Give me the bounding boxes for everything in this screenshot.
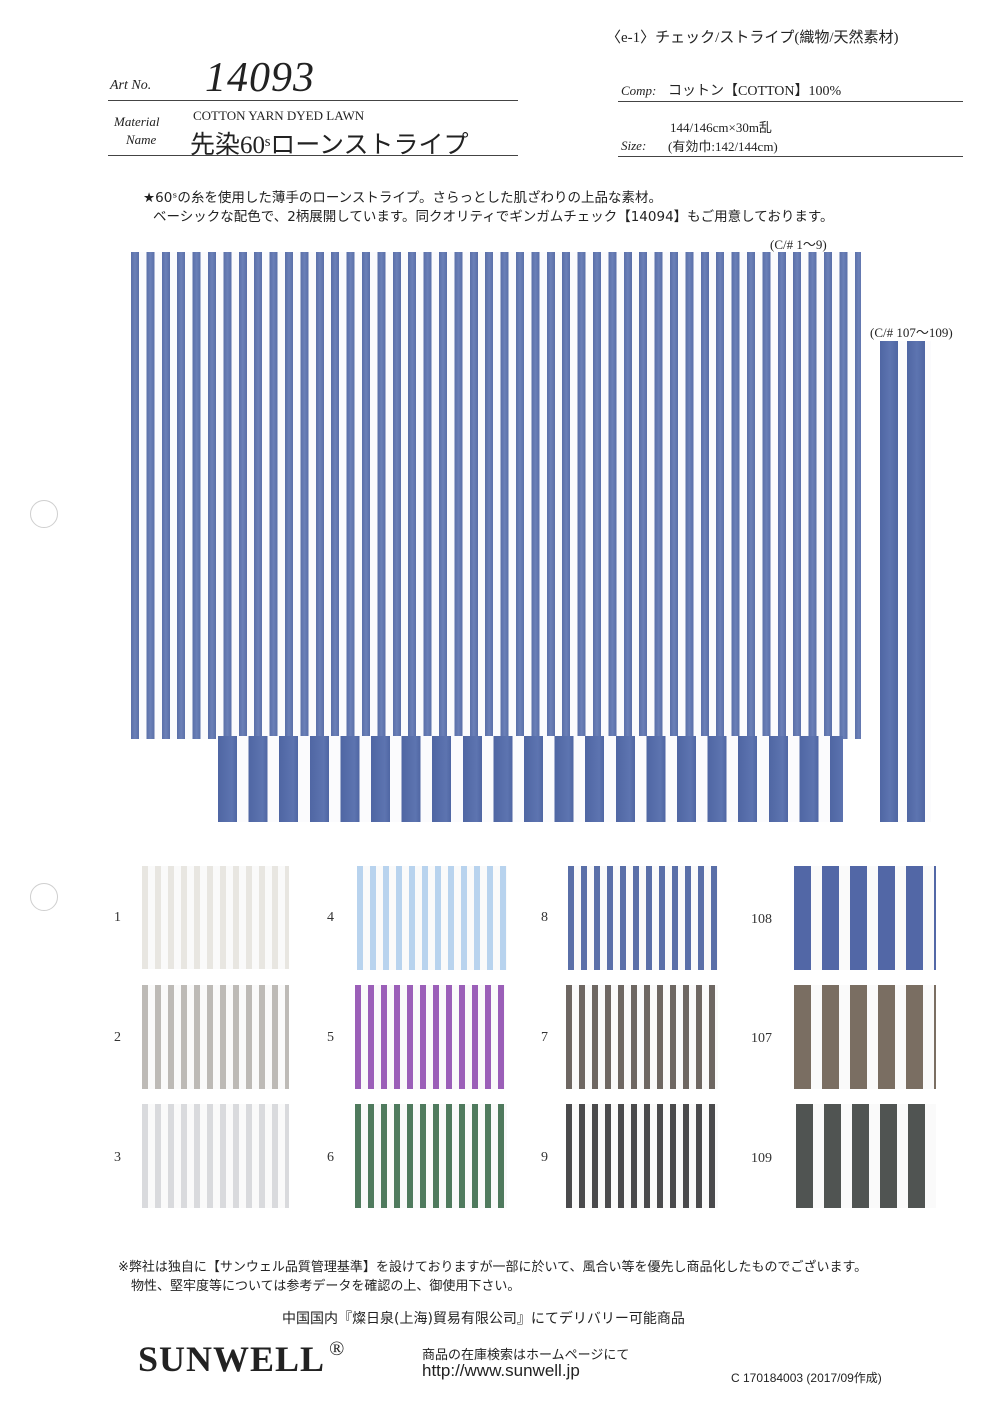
swatch-label: 6 xyxy=(327,1150,334,1165)
binder-hole-top xyxy=(30,500,58,528)
description-line2: ベーシックな配色で、2柄展開しています。同クオリティでギンガムチェック【1409… xyxy=(153,209,834,225)
main-fabric-swatch-edge xyxy=(218,736,843,822)
color-swatch-108 xyxy=(794,866,936,970)
doc-date: (2017/09作成) xyxy=(806,1371,882,1385)
doc-code: C 170184003 xyxy=(731,1371,804,1385)
color-swatch-3 xyxy=(142,1104,289,1208)
swatch-label: 108 xyxy=(751,912,772,927)
size-line1: 144/146cm×30m乱 xyxy=(670,120,772,135)
notice-line1: ※弊社は独自に【サンウェル品質管理基準】を設けておりますが一部に於いて、風合い等… xyxy=(118,1260,868,1275)
comp-rule xyxy=(618,101,963,102)
material-label-2: Name xyxy=(126,132,157,147)
main-group-label: (C/# 1〜9) xyxy=(770,237,827,252)
art-no-label: Art No. xyxy=(110,78,152,93)
notice-line2: 物性、堅牢度等については参考データを確認の上、御使用下さい。 xyxy=(131,1279,521,1294)
color-swatch-109 xyxy=(796,1104,936,1208)
swatch-label: 9 xyxy=(541,1150,548,1165)
brand-registered-mark: ® xyxy=(329,1338,346,1360)
binder-hole-bottom xyxy=(30,883,58,911)
main-fabric-swatch xyxy=(131,252,861,739)
comp-value: コットン【COTTON】100% xyxy=(668,84,842,99)
swatch-label: 5 xyxy=(327,1030,334,1045)
swatch-label: 7 xyxy=(541,1030,548,1045)
color-swatch-5 xyxy=(355,985,505,1089)
material-rule xyxy=(108,155,518,156)
color-swatch-4 xyxy=(357,866,507,970)
brand-logo: SUNWELL ® xyxy=(138,1338,345,1380)
art-no-value: 14093 xyxy=(205,55,315,101)
size-rule xyxy=(618,156,963,157)
swatch-label: 2 xyxy=(114,1030,121,1045)
size-label: Size: xyxy=(621,138,647,153)
color-swatch-8 xyxy=(568,866,718,970)
material-label-1: Material xyxy=(114,114,160,129)
material-name-en: COTTON YARN DYED LAWN xyxy=(193,108,365,123)
swatch-label: 107 xyxy=(751,1031,772,1046)
category-label: 〈e-1〉チェック/ストライプ(織物/天然素材) xyxy=(606,30,899,46)
swatch-label: 109 xyxy=(751,1151,772,1166)
swatch-label: 1 xyxy=(114,910,121,925)
color-swatch-2 xyxy=(142,985,289,1089)
color-swatch-107 xyxy=(794,985,936,1089)
swatch-label: 3 xyxy=(114,1150,121,1165)
color-swatch-6 xyxy=(355,1104,507,1208)
color-swatch-1 xyxy=(142,866,289,969)
swatch-label: 4 xyxy=(327,910,334,925)
description-line1: ★60ˢの糸を使用した薄手のローンストライプ。さらっとした肌ざわりの上品な素材。 xyxy=(143,190,662,206)
size-line2: (有効巾:142/144cm) xyxy=(668,139,778,154)
wide-group-label: (C/# 107〜109) xyxy=(870,325,953,340)
comp-label: Comp: xyxy=(621,83,657,98)
swatch-label: 8 xyxy=(541,910,548,925)
stock-note: 商品の在庫検索はホームページにて xyxy=(422,1348,630,1363)
color-swatch-9 xyxy=(566,1104,718,1208)
website-link[interactable]: http://www.sunwell.jp xyxy=(422,1361,580,1380)
color-swatch-7 xyxy=(566,985,718,1089)
art-no-rule xyxy=(108,100,518,101)
material-name-jp: 先染60ˢローンストライプ xyxy=(190,132,469,159)
wide-stripe-swatch xyxy=(880,341,931,822)
document-code: C 170184003 (2017/09作成) xyxy=(731,1369,882,1386)
delivery-note: 中国国内『燦日泉(上海)貿易有限公司』にてデリバリー可能商品 xyxy=(282,1311,685,1327)
brand-name: SUNWELL xyxy=(138,1339,326,1379)
